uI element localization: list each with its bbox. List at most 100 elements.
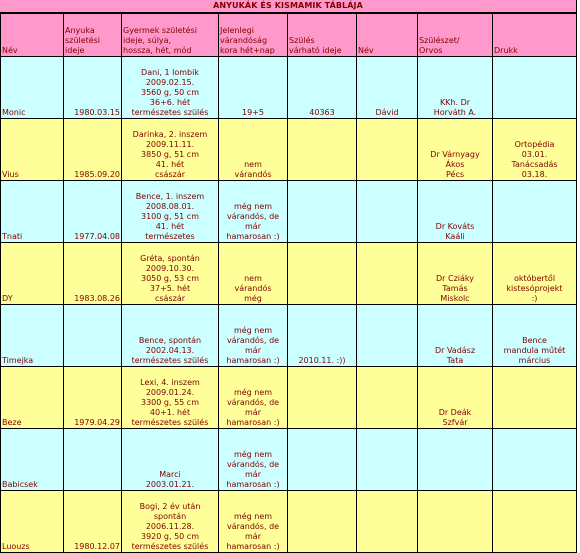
cell-orvos-line: Kaáli [445, 232, 465, 241]
cell-drukk: Bence mandula műtét március [492, 304, 577, 367]
cell-gyermek-line: Bence, 1. inszem [135, 192, 205, 201]
mothers-table: Név Anyuka születési ideje Gyermek születé… [0, 13, 577, 553]
cell-orvos-line: Tamás [442, 284, 468, 293]
cell-varhato [287, 180, 357, 243]
cell-nev2 [356, 180, 418, 243]
cell-jelenlegi-line: még nem [233, 202, 273, 211]
header-line: ideje, súlya, [123, 36, 172, 45]
cell-drukk-line: :) [531, 294, 538, 303]
cell-orvos: Dr Kováts Kaáli [417, 180, 493, 243]
cell-jelenlegi-line: 19+5 [242, 108, 264, 117]
cell-jelenlegi-line: már [245, 532, 261, 541]
cell-gyermek-line: természetes szülés [131, 542, 209, 551]
cell-nev: Monic [0, 56, 64, 119]
cell-gyermek-line: 3100 g, 51 cm [141, 212, 199, 221]
cell-nev2 [356, 366, 418, 429]
cell-gyermek-line: 2006.11.28. [145, 522, 195, 531]
cell-jelenlegi-line: még [244, 294, 262, 303]
cell-orvos-line: Pécs [445, 170, 465, 179]
header-nev2: Név [356, 13, 418, 57]
cell-nev2 [356, 428, 418, 491]
cell-varhato [287, 242, 357, 305]
cell-jelenlegi-line: várandós, de [226, 212, 280, 221]
cell-gyermek-line: 40+1. hét [149, 408, 191, 417]
cell-drukk-line: Tanácsadás [511, 160, 558, 169]
cell-jelenlegi: nem várandós [218, 118, 288, 181]
cell-jelenlegi-line: nem [244, 274, 262, 283]
cell-jelenlegi: nem várandós még [218, 242, 288, 305]
cell-gyermek-line: Bence, spontán [138, 336, 202, 345]
cell-gyermek-line: Darinka, 2. inszem [132, 130, 208, 139]
header-drukk: Drukk [492, 13, 577, 57]
cell-jelenlegi-line: várandós, de [226, 336, 280, 345]
cell-orvos-line: Ákos [445, 160, 465, 169]
header-line: Orvos [419, 46, 443, 55]
cell-jelenlegi-line: még nem [233, 512, 273, 521]
cell-jelenlegi-line: várandós, de [226, 398, 280, 407]
cell-gyermek-line: 41. hét [155, 222, 185, 231]
table-row: Luouzs 1980.12.07 Bogi, 2 év után spontán 20… [0, 490, 577, 553]
cell-gyermek-line: 36+6. hét [149, 98, 191, 107]
cell-drukk-line: Bence [522, 336, 547, 345]
cell-orvos: Dr Cziáky Tamás Miskolc [417, 242, 493, 305]
cell-orvos-line: Szfvár [442, 418, 468, 427]
cell-jelenlegi-line: már [245, 346, 261, 355]
cell-drukk: októbertől kistesóprojekt:) [492, 242, 577, 305]
header-nev: Név [0, 13, 64, 57]
cell-jelenlegi-line: már [245, 408, 261, 417]
cell-gyermek-line: természetes szülés [131, 108, 209, 117]
cell-gyermek-line: 3850 g, 51 cm [141, 150, 199, 159]
cell-gyermek: Darinka, 2. inszem 2009.11.11. 3850 g, 51 … [121, 118, 219, 181]
header-jelenlegi: Jelenlegi várandóság kora hét+nap [218, 13, 288, 57]
cell-anyuka-datum: 1977.04.08 [63, 180, 122, 243]
cell-nev: Beze [0, 366, 64, 429]
cell-gyermek: Bence, 1. inszem 2008.08.01. 3100 g, 51 cm… [121, 180, 219, 243]
cell-jelenlegi-line: várandós, de [226, 460, 280, 469]
cell-varhato: 2010.11. :)) [287, 304, 357, 367]
cell-gyermek-line: 3300 g, 55 cm [141, 398, 199, 407]
cell-orvos: Dr Vadász Tata [417, 304, 493, 367]
cell-orvos: KKh. Dr Horváth A. [417, 56, 493, 119]
cell-varhato-line: 2010.11. :)) [298, 356, 346, 365]
cell-varhato [287, 490, 357, 553]
cell-nev2 [356, 118, 418, 181]
cell-jelenlegi-line: már [245, 222, 261, 231]
cell-anyuka-datum: 1980.12.07 [63, 490, 122, 553]
cell-orvos-line: Miskolc [440, 294, 470, 303]
table-row: Vius 1985.09.20 Darinka, 2. inszem 2009.11.… [0, 118, 577, 181]
cell-varhato-line: 40363 [309, 108, 335, 117]
cell-jelenlegi-line: hamarosan :) [226, 418, 280, 427]
table-row: Babicsek Marci 2003.01.21. még nem várandós,… [0, 428, 577, 491]
cell-anyuka-datum: 1980.03.15 [63, 56, 122, 119]
cell-gyermek-line: spontán [153, 512, 187, 521]
header-szuleszet: Szülészet/Orvos [417, 13, 493, 57]
header-line: várandóság [220, 36, 268, 45]
cell-drukk [492, 366, 577, 429]
cell-varhato [287, 428, 357, 491]
cell-jelenlegi: még nem várandós, de már hamarosan :) [218, 428, 288, 491]
cell-jelenlegi: még nem várandós, de már hamarosan :) [218, 180, 288, 243]
cell-gyermek-line: Marci [159, 470, 181, 479]
cell-orvos-line: Dr Deák [438, 408, 472, 417]
cell-drukk-line: kistesóprojekt [506, 284, 563, 293]
cell-gyermek-line: 3920 g, 50 cm [141, 532, 199, 541]
cell-drukk-line: mandula műtét [503, 346, 566, 355]
cell-nev: Tnati [0, 180, 64, 243]
header-line: születési [65, 36, 101, 45]
header-row: Név Anyuka születési ideje Gyermek születé… [0, 13, 577, 57]
cell-nev: DY [0, 242, 64, 305]
cell-gyermek-line: Gréta, spontán [140, 254, 200, 263]
header-line: Gyermek születési [123, 26, 197, 35]
cell-nev: Babicsek [0, 428, 64, 491]
cell-gyermek-line: 37+5. hét [149, 284, 191, 293]
cell-drukk-line: 03.01. [521, 150, 548, 159]
cell-nev2: Dávid [356, 56, 418, 119]
cell-gyermek-line: 2008.08.01. [145, 202, 195, 211]
cell-jelenlegi-line: várandós, de [226, 522, 280, 531]
cell-gyermek-line: Bogi, 2 év után [139, 502, 201, 511]
cell-orvos-line: Dr Várnyagy [430, 150, 480, 159]
header-line: Szülészet/ [419, 36, 460, 45]
cell-anyuka-datum: 1979.04.29 [63, 366, 122, 429]
cell-nev2 [356, 242, 418, 305]
cell-orvos-line: Dr Kováts [435, 222, 475, 231]
